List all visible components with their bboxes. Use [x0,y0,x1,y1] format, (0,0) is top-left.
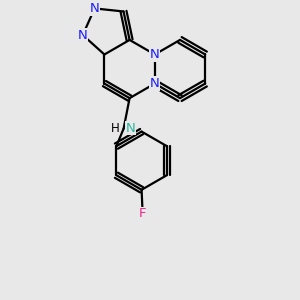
Text: N: N [90,2,100,15]
Text: N: N [150,77,160,90]
Text: H: H [111,122,120,135]
Text: N: N [78,28,88,41]
Text: F: F [139,207,146,220]
Text: N: N [125,122,135,135]
Text: N: N [150,48,160,61]
